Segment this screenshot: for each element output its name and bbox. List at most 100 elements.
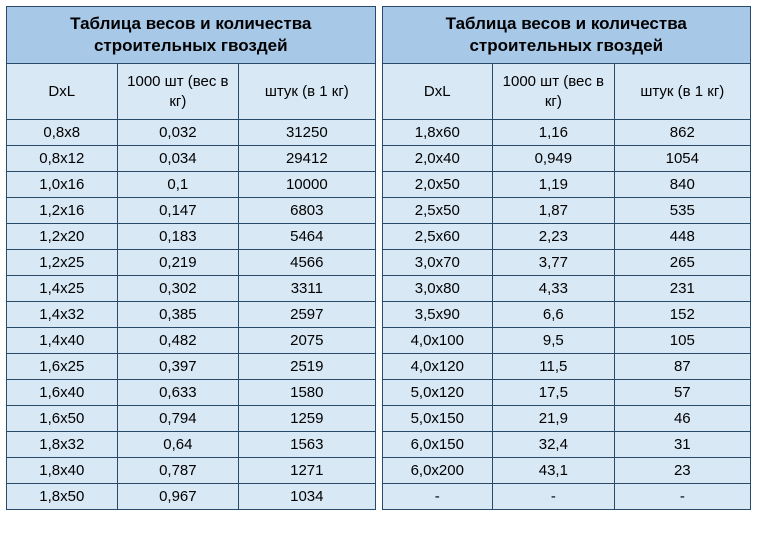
table-cell: 10000 — [239, 172, 375, 198]
left-table-title: Таблица весов и количества строительных … — [7, 7, 376, 64]
table-row: 4,0x12011,587 — [382, 354, 751, 380]
table-cell: 43,1 — [493, 458, 615, 484]
table-cell: 448 — [614, 224, 750, 250]
table-row: 1,2x200,1835464 — [7, 224, 376, 250]
left-table-wrapper: Таблица весов и количества строительных … — [6, 6, 376, 510]
table-cell: 3311 — [239, 276, 375, 302]
table-cell: 1,2x25 — [7, 250, 118, 276]
left-table: Таблица весов и количества строительных … — [6, 6, 376, 510]
table-cell: 1,19 — [493, 172, 615, 198]
table-cell: 1,6x25 — [7, 354, 118, 380]
table-cell: 1,8x60 — [382, 120, 493, 146]
right-table-title: Таблица весов и количества строительных … — [382, 7, 751, 64]
table-cell: 0,219 — [117, 250, 239, 276]
table-cell: 1563 — [239, 432, 375, 458]
table-cell: 1,8x32 — [7, 432, 118, 458]
table-cell: 2,5x60 — [382, 224, 493, 250]
table-cell: 0,034 — [117, 146, 239, 172]
right-col-header-2: 1000 шт (вес в кг) — [493, 64, 615, 120]
table-cell: 2597 — [239, 302, 375, 328]
table-cell: 862 — [614, 120, 750, 146]
table-row: 5,0x15021,946 — [382, 406, 751, 432]
table-cell: 3,77 — [493, 250, 615, 276]
table-row: 6,0x20043,123 — [382, 458, 751, 484]
table-cell: 0,147 — [117, 198, 239, 224]
table-row: 1,8x601,16862 — [382, 120, 751, 146]
table-cell: 31 — [614, 432, 750, 458]
table-cell: 1,8x40 — [7, 458, 118, 484]
right-table-body: 1,8x601,168622,0x400,94910542,0x501,1984… — [382, 120, 751, 510]
table-cell: 23 — [614, 458, 750, 484]
table-cell: 0,8x12 — [7, 146, 118, 172]
table-cell: 4,0x120 — [382, 354, 493, 380]
table-row: 2,0x400,9491054 — [382, 146, 751, 172]
table-row: 0,8x80,03231250 — [7, 120, 376, 146]
left-col-header-3: штук (в 1 кг) — [239, 64, 375, 120]
table-cell: 0,302 — [117, 276, 239, 302]
table-row: 1,6x250,3972519 — [7, 354, 376, 380]
table-row: 1,8x400,7871271 — [7, 458, 376, 484]
left-col-header-1: DxL — [7, 64, 118, 120]
table-cell: 6,0x150 — [382, 432, 493, 458]
table-cell: 29412 — [239, 146, 375, 172]
table-cell: 0,967 — [117, 484, 239, 510]
table-cell: 5,0x120 — [382, 380, 493, 406]
table-row: 1,6x500,7941259 — [7, 406, 376, 432]
table-cell: 3,5x90 — [382, 302, 493, 328]
table-cell: 231 — [614, 276, 750, 302]
table-row: 3,5x906,6152 — [382, 302, 751, 328]
table-cell: 2,23 — [493, 224, 615, 250]
table-cell: - — [614, 484, 750, 510]
table-cell: 1580 — [239, 380, 375, 406]
table-cell: 2,5x50 — [382, 198, 493, 224]
table-cell: 1271 — [239, 458, 375, 484]
table-cell: 0,482 — [117, 328, 239, 354]
table-cell: 1259 — [239, 406, 375, 432]
table-row: 2,0x501,19840 — [382, 172, 751, 198]
table-cell: 5464 — [239, 224, 375, 250]
tables-container: Таблица весов и количества строительных … — [6, 6, 751, 510]
table-row: 1,4x320,3852597 — [7, 302, 376, 328]
table-cell: 152 — [614, 302, 750, 328]
table-cell: 46 — [614, 406, 750, 432]
table-row: 0,8x120,03429412 — [7, 146, 376, 172]
table-cell: 2075 — [239, 328, 375, 354]
right-table-wrapper: Таблица весов и количества строительных … — [382, 6, 752, 510]
table-cell: 0,8x8 — [7, 120, 118, 146]
table-row: 1,2x250,2194566 — [7, 250, 376, 276]
table-cell: 0,787 — [117, 458, 239, 484]
table-cell: 0,183 — [117, 224, 239, 250]
table-cell: 105 — [614, 328, 750, 354]
table-cell: - — [382, 484, 493, 510]
table-cell: 9,5 — [493, 328, 615, 354]
table-row: 1,0x160,110000 — [7, 172, 376, 198]
table-cell: 2,0x50 — [382, 172, 493, 198]
table-cell: 4,33 — [493, 276, 615, 302]
table-cell: 0,949 — [493, 146, 615, 172]
right-col-header-1: DxL — [382, 64, 493, 120]
table-row: --- — [382, 484, 751, 510]
table-row: 2,5x501,87535 — [382, 198, 751, 224]
table-cell: 21,9 — [493, 406, 615, 432]
right-col-header-3: штук (в 1 кг) — [614, 64, 750, 120]
right-table: Таблица весов и количества строительных … — [382, 6, 752, 510]
table-cell: 0,794 — [117, 406, 239, 432]
table-cell: 265 — [614, 250, 750, 276]
table-cell: 0,1 — [117, 172, 239, 198]
table-cell: 0,385 — [117, 302, 239, 328]
table-row: 1,8x500,9671034 — [7, 484, 376, 510]
table-cell: 31250 — [239, 120, 375, 146]
table-cell: 1,16 — [493, 120, 615, 146]
table-cell: 1,2x16 — [7, 198, 118, 224]
left-table-body: 0,8x80,032312500,8x120,034294121,0x160,1… — [7, 120, 376, 510]
table-cell: 1,0x16 — [7, 172, 118, 198]
table-row: 5,0x12017,557 — [382, 380, 751, 406]
table-cell: 32,4 — [493, 432, 615, 458]
table-cell: 5,0x150 — [382, 406, 493, 432]
table-cell: 87 — [614, 354, 750, 380]
table-cell: 2519 — [239, 354, 375, 380]
table-row: 1,6x400,6331580 — [7, 380, 376, 406]
table-cell: 0,032 — [117, 120, 239, 146]
table-row: 1,2x160,1476803 — [7, 198, 376, 224]
table-cell: 1054 — [614, 146, 750, 172]
